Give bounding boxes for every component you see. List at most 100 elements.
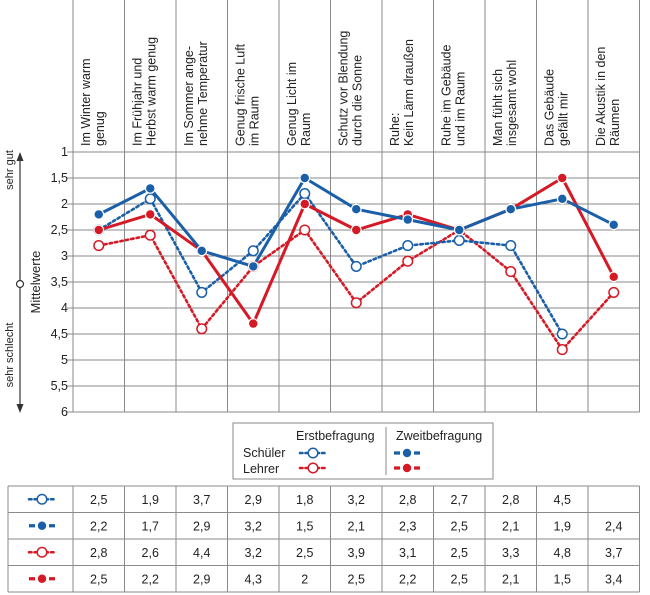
category-header: Das Gebäude gefällt mir: [543, 69, 571, 146]
legend-swatch-marker: [36, 493, 48, 505]
data-point: [144, 182, 156, 194]
table-cell: 2,8: [502, 493, 519, 507]
category-label: genug: [93, 111, 107, 146]
category-label: Räumen: [608, 99, 622, 146]
data-point: [299, 198, 311, 210]
y-tick-label: 1: [61, 145, 68, 159]
data-point: [608, 271, 620, 283]
quality-arrow-head-up: [16, 152, 24, 161]
data-point: [247, 245, 259, 257]
table-cell: 3,2: [245, 546, 262, 560]
legend-col-zweit: Zweitbefragung: [396, 429, 482, 443]
table-cell: 3,1: [399, 546, 416, 560]
legend-swatch-schueler-zweit: [394, 447, 420, 459]
category-label: Herbst warm genug: [145, 37, 159, 146]
data-point: [144, 208, 156, 220]
data-point: [93, 240, 105, 252]
y-tick-label: 3,5: [51, 275, 68, 289]
data-point: [608, 286, 620, 298]
category-header: Genug Licht im Raum: [285, 62, 313, 146]
legend-swatch-lehrer-zweit: [394, 462, 420, 474]
data-point: [93, 224, 105, 236]
category-header: Schutz vor Blendung durch die Sonne: [337, 31, 365, 146]
table-cell: 3,7: [193, 493, 210, 507]
category-label: nehme Temperatur: [196, 41, 210, 146]
table-cell: 1,7: [142, 519, 159, 533]
category-label: im Raum: [248, 96, 262, 146]
category-header: Ruhe im Gebäude und im Raum: [440, 44, 468, 146]
legend-swatch-lehrer-erst: [298, 462, 328, 474]
table-cell: 4,3: [245, 572, 262, 586]
table-cell: 2,2: [90, 519, 107, 533]
data-point: [196, 245, 208, 257]
category-header: Im Frühjahr und Herbst warm genug: [131, 37, 159, 146]
legend-row-schueler: Schüler: [243, 446, 285, 460]
category-header: Im Sommer ange-nehme Temperatur: [182, 41, 210, 146]
table-cell: 2,8: [90, 546, 107, 560]
data-point: [556, 328, 568, 340]
y-tick-label: 5,5: [51, 379, 68, 393]
data-point: [196, 323, 208, 335]
data-point: [144, 193, 156, 205]
data-point: [247, 318, 259, 330]
data-point: [556, 172, 568, 184]
table-cell: 2,5: [90, 493, 107, 507]
y-tick-label: 4,5: [51, 327, 68, 341]
y-top-label: sehr gut: [4, 150, 16, 190]
y-tick-label: 1,5: [51, 171, 68, 185]
legend-swatch-schueler-erst: [298, 447, 328, 459]
data-point: [556, 344, 568, 356]
table-cell: 2,6: [142, 546, 159, 560]
quality-arrow-midpoint: [15, 279, 25, 289]
legend-row-lehrer: Lehrer: [243, 462, 279, 476]
table-cell: 3,7: [605, 546, 622, 560]
category-label: Genug Licht im: [285, 62, 299, 146]
y-tick-label: 4: [61, 301, 68, 315]
category-label: Die Akustik in den: [594, 47, 608, 146]
data-point: [350, 203, 362, 215]
table-cell: 1,9: [554, 519, 571, 533]
table-cell: 3,2: [348, 493, 365, 507]
data-point: [299, 172, 311, 184]
table-cell: 2,5: [90, 572, 107, 586]
data-point: [453, 224, 465, 236]
data-point: [608, 219, 620, 231]
table-cell: 3,9: [348, 546, 365, 560]
table-cell: 2,5: [451, 546, 468, 560]
legend-box: [232, 422, 494, 480]
table-cell: 4,4: [193, 546, 210, 560]
category-label: insgesamt wohl: [505, 60, 519, 146]
category-header: Im Winter warm genug: [79, 59, 107, 147]
table-cell: 1,5: [296, 519, 313, 533]
table-cell: 2: [301, 572, 308, 586]
table-cell: 4,5: [554, 493, 571, 507]
table-cell: 2,1: [348, 519, 365, 533]
category-header: Genug frische Luft im Raum: [234, 43, 262, 146]
y-tick-label: 6: [61, 405, 68, 419]
legend-swatch-marker: [401, 447, 413, 459]
legend-col-erst: Erstbefragung: [296, 429, 375, 443]
legend-swatch-marker: [401, 462, 413, 474]
category-label: Im Winter warm: [79, 59, 93, 147]
data-point: [505, 203, 517, 215]
table-cell: 2,8: [399, 493, 416, 507]
table-cell: 2,3: [399, 519, 416, 533]
table-cell: 2,9: [193, 519, 210, 533]
category-label: Das Gebäude: [543, 69, 557, 146]
data-point: [556, 193, 568, 205]
table-cell: 2,9: [245, 493, 262, 507]
table-cell: 2,9: [193, 572, 210, 586]
category-label: Im Frühjahr und: [131, 58, 145, 146]
y-bottom-label: sehr schlecht: [4, 323, 16, 388]
table-cell: 2,2: [142, 572, 159, 586]
table-cell: 1,9: [142, 493, 159, 507]
data-point: [299, 224, 311, 236]
data-point: [247, 261, 259, 272]
table-cell: 1,8: [296, 493, 313, 507]
category-label: Ruhe im Gebäude: [440, 44, 454, 146]
table-cell: 2,5: [296, 546, 313, 560]
legend-swatch-marker: [36, 573, 48, 585]
table-row-icon: [27, 493, 57, 505]
category-label: und im Raum: [454, 72, 468, 146]
